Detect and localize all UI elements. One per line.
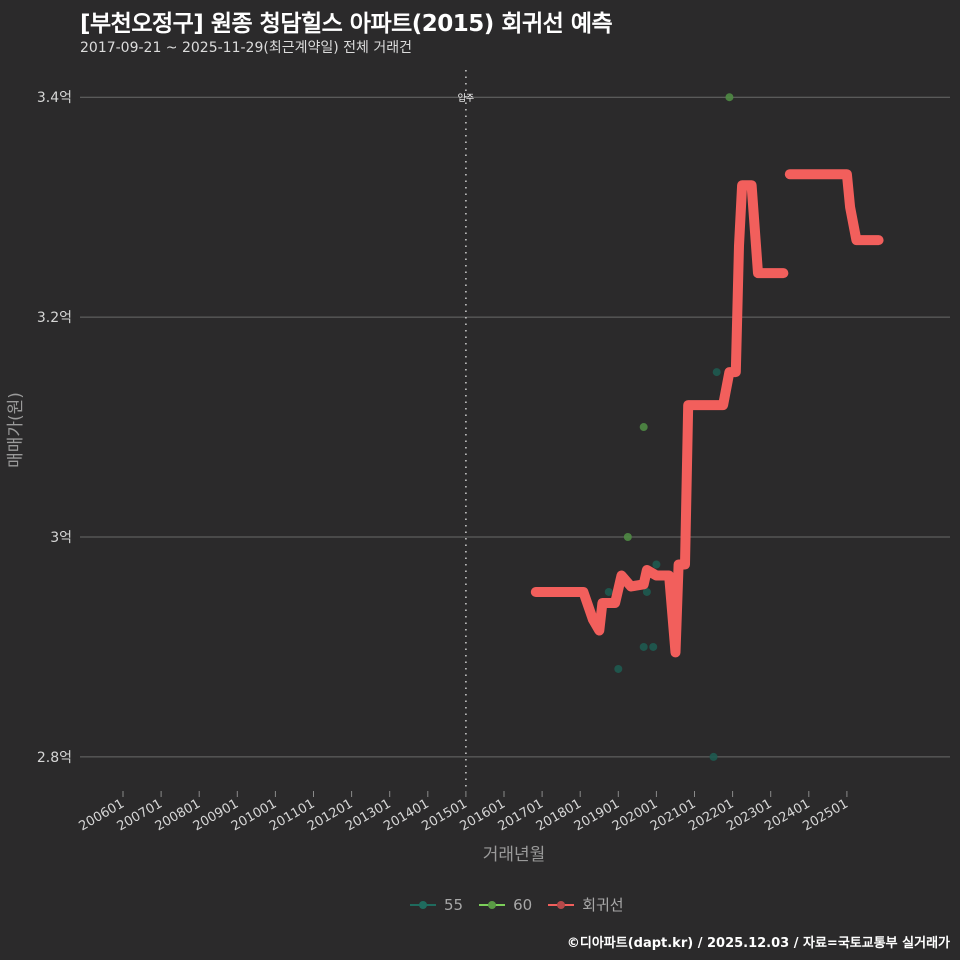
- scatter-point-55: [604, 587, 613, 596]
- gridlines: [80, 96, 950, 758]
- y-tick-label: 3.4억: [37, 90, 72, 106]
- move-in-vline: 입주: [458, 70, 475, 790]
- chart-title: [부천오정구] 원종 청담힐스 아파트(2015) 회귀선 예측: [80, 11, 613, 37]
- y-axis-title: 매매가(원): [6, 392, 26, 468]
- source-caption: ©디아파트(dapt.kr) / 2025.12.03 / 자료=국토교통부 실…: [566, 936, 950, 951]
- legend-item-regression[interactable]: 회귀선: [548, 894, 624, 915]
- legend-swatch-60: [479, 897, 506, 913]
- y-axis-ticks: 2.8억 3억 3.2억 3.4억: [37, 90, 72, 766]
- scatter-point-55: [652, 560, 661, 569]
- scatter-points: [604, 93, 734, 761]
- legend: 55 60 회귀선: [410, 894, 632, 915]
- scatter-point-55: [712, 368, 721, 377]
- scatter-point-55: [709, 752, 718, 761]
- scatter-point-55: [642, 587, 651, 596]
- scatter-point-60: [639, 423, 648, 432]
- regression-segment: [530, 180, 789, 658]
- regression-line: [530, 169, 884, 658]
- y-tick-label: 3억: [50, 530, 72, 546]
- legend-label: 회귀선: [582, 896, 624, 914]
- chart-subtitle: 2017-09-21 ~ 2025-11-29(최근계약일) 전체 거래건: [80, 40, 412, 56]
- scatter-point-55: [649, 642, 658, 651]
- scatter-point-60: [623, 533, 632, 541]
- scatter-point-60: [725, 93, 734, 102]
- legend-swatch-regression: [548, 897, 575, 913]
- x-axis-title: 거래년월: [483, 845, 546, 865]
- move-in-label: 입주: [458, 92, 475, 104]
- y-tick-label: 3.2억: [37, 310, 72, 326]
- scatter-point-55: [639, 642, 648, 651]
- legend-label: 60: [513, 895, 533, 914]
- x-axis-ticks: 2006012007012008012009012010012011012012…: [77, 791, 851, 834]
- legend-swatch-55: [410, 897, 436, 913]
- regression-segment: [784, 169, 884, 246]
- y-tick-label: 2.8억: [37, 750, 72, 766]
- legend-item-60[interactable]: 60: [479, 896, 532, 914]
- legend-item-55[interactable]: 55: [410, 896, 463, 914]
- legend-label: 55: [444, 895, 464, 914]
- scatter-point-55: [614, 664, 623, 673]
